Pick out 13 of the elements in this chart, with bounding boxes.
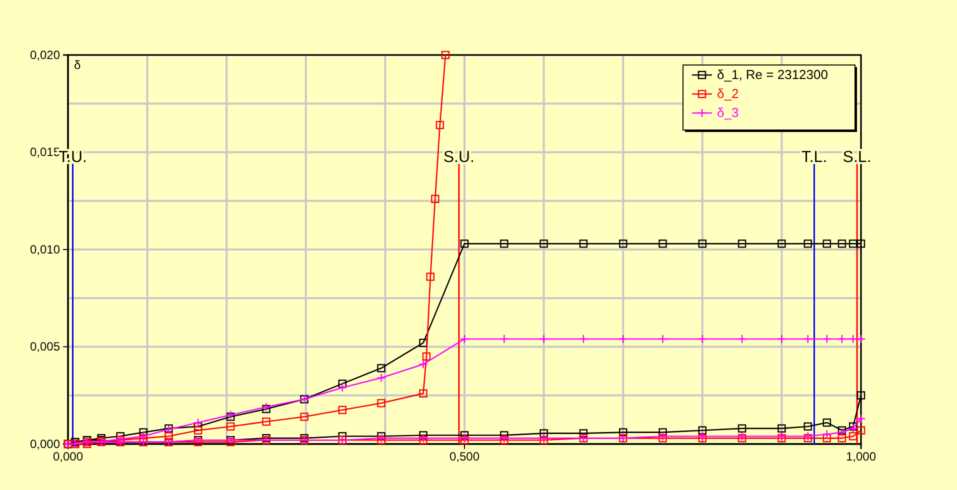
- y-axis-title: δ: [74, 58, 81, 72]
- y-tick-label: 0,010: [30, 242, 60, 256]
- legend-label: δ_1, Re = 2312300: [717, 67, 828, 82]
- x-tick-label: 0,000: [52, 450, 84, 464]
- y-tick-label: 0,020: [30, 48, 60, 62]
- legend-label: δ_2: [717, 86, 739, 101]
- x-tick-label: 0,500: [449, 450, 480, 464]
- x-tick-label: 1,000: [846, 450, 876, 464]
- ref-line-label: S.U.: [443, 148, 475, 166]
- y-tick-label: 0,000: [30, 436, 60, 451]
- ref-line-label: T.L.: [801, 148, 828, 166]
- y-tick-label: 0,005: [30, 340, 60, 354]
- legend-label: δ_3: [717, 105, 739, 120]
